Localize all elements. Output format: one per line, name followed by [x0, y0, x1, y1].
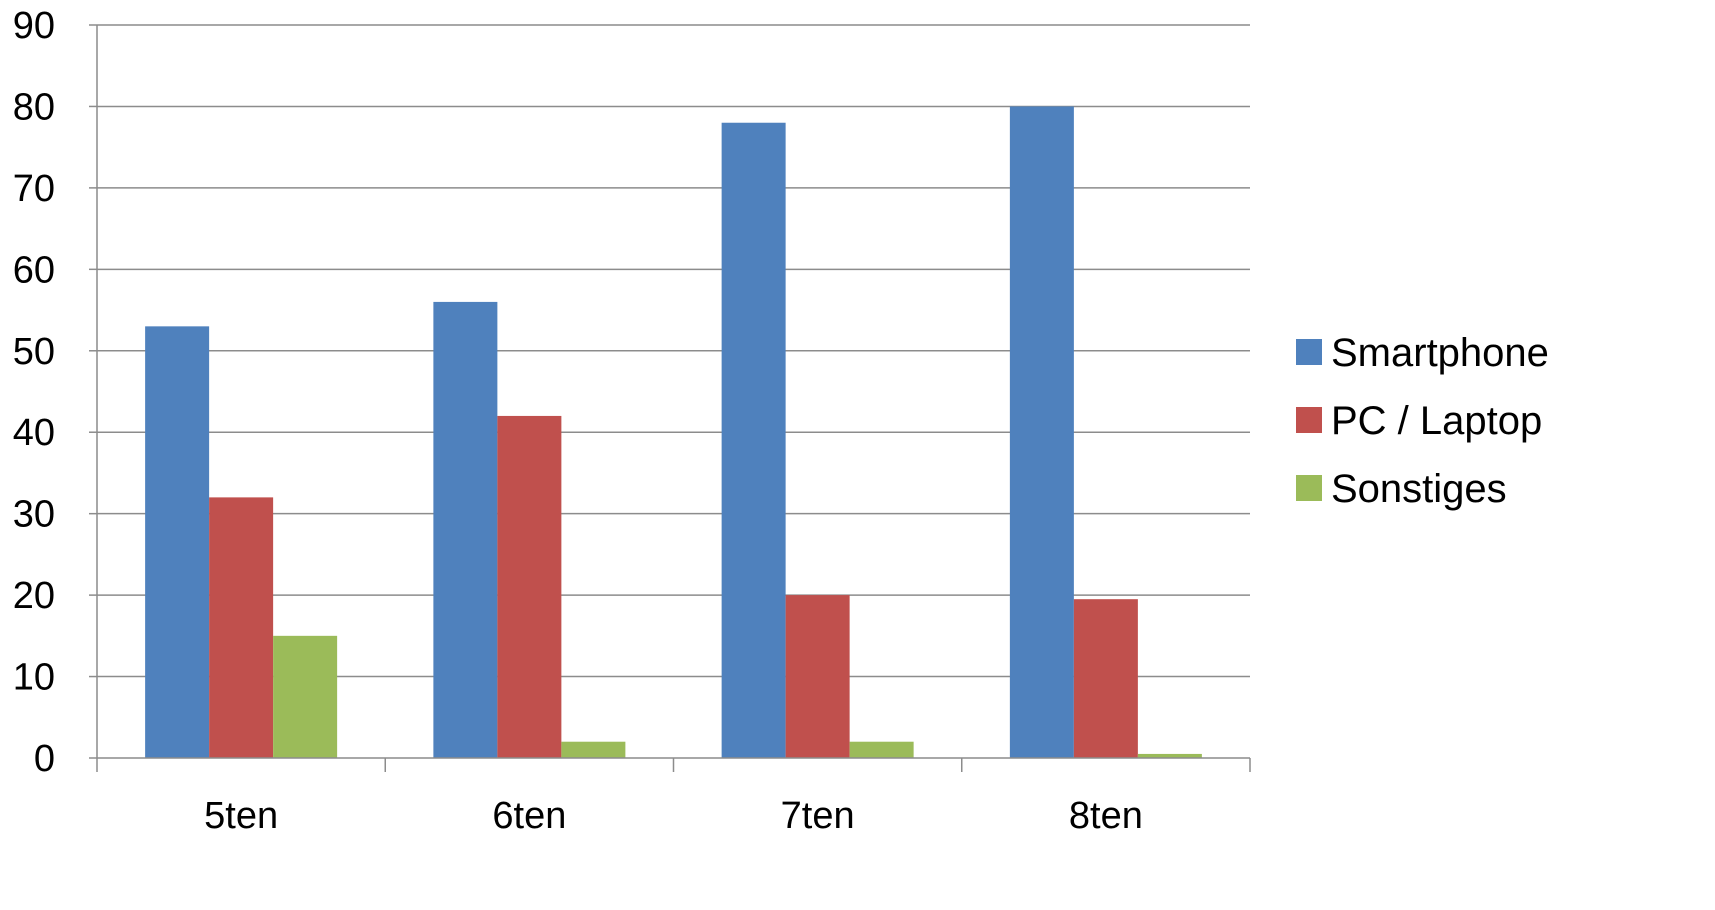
x-tick-label-8ten: 8ten: [1069, 795, 1143, 837]
bars: [145, 106, 1202, 758]
legend-label-smartphone: Smartphone: [1331, 331, 1549, 375]
y-tick-label-90: 90: [13, 5, 55, 47]
bar-smartphone-8ten: [1009, 106, 1074, 758]
bar-sonstiges-7ten: [849, 741, 914, 758]
y-tick-label-50: 50: [13, 331, 55, 373]
y-tick-label-40: 40: [13, 412, 55, 454]
x-tick-label-6ten: 6ten: [492, 795, 566, 837]
bar-smartphone-5ten: [145, 326, 210, 758]
bar-sonstiges-5ten: [273, 635, 338, 758]
legend: Smartphone PC / Laptop Sonstiges: [1296, 331, 1549, 511]
y-tick-label-70: 70: [13, 168, 55, 210]
legend-label-sonstiges: Sonstiges: [1331, 467, 1507, 511]
bar-sonstiges-8ten: [1137, 753, 1202, 758]
bar-sonstiges-6ten: [561, 741, 626, 758]
bar-pc-laptop-5ten: [209, 497, 274, 758]
y-tick-label-30: 30: [13, 494, 55, 536]
legend-swatch-smartphone: [1296, 339, 1322, 365]
bar-pc-laptop-8ten: [1073, 599, 1138, 758]
bar-pc-laptop-7ten: [785, 595, 850, 758]
y-tick-label-60: 60: [13, 249, 55, 291]
x-tick-labels: 5ten 6ten 7ten 8ten: [204, 795, 1143, 837]
bar-pc-laptop-6ten: [497, 415, 562, 758]
grid-lines: [97, 24, 1250, 678]
legend-swatch-sonstiges: [1296, 475, 1322, 501]
legend-label-pc-laptop: PC / Laptop: [1331, 399, 1542, 443]
x-tick-label-7ten: 7ten: [781, 795, 855, 837]
axes: [89, 24, 1251, 772]
y-tick-label-0: 0: [34, 738, 55, 780]
y-tick-labels: 0 10 20 30 40 50 60 70 80 90: [13, 5, 55, 780]
legend-swatch-pc-laptop: [1296, 407, 1322, 433]
y-tick-label-10: 10: [13, 657, 55, 699]
y-tick-label-80: 80: [13, 86, 55, 128]
bar-smartphone-6ten: [433, 301, 498, 758]
y-tick-label-20: 20: [13, 575, 55, 617]
x-tick-label-5ten: 5ten: [204, 795, 278, 837]
bar-smartphone-7ten: [721, 122, 786, 758]
